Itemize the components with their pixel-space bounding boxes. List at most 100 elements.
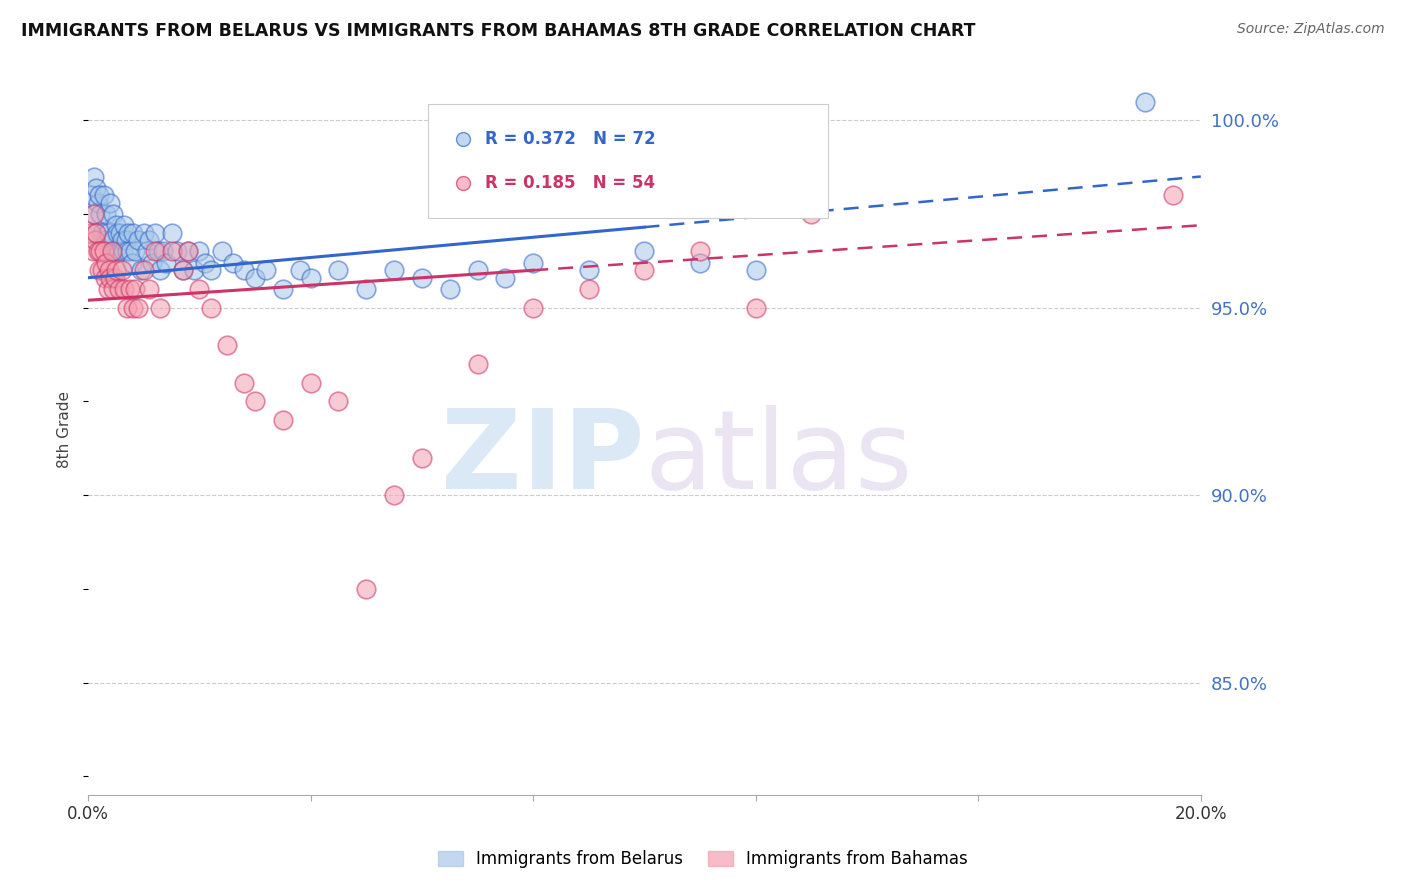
Point (356, 282, 378, 296)
Y-axis label: 8th Grade: 8th Grade (58, 391, 72, 468)
Point (98, 263, 121, 277)
Point (110, 226, 132, 240)
Point (152, 244, 174, 259)
Point (328, 394, 350, 409)
Point (745, 301, 768, 315)
Text: R = 0.372   N = 72: R = 0.372 N = 72 (485, 130, 657, 148)
Text: IMMIGRANTS FROM BELARUS VS IMMIGRANTS FROM BAHAMAS 8TH GRADE CORRELATION CHART: IMMIGRANTS FROM BELARUS VS IMMIGRANTS FR… (21, 22, 976, 40)
Point (172, 263, 194, 277)
Point (124, 282, 146, 296)
Point (115, 301, 138, 315)
Point (98, 244, 121, 259)
Point (183, 263, 205, 277)
Point (494, 270, 516, 285)
FancyBboxPatch shape (427, 104, 828, 218)
Point (107, 282, 129, 296)
Point (217, 338, 239, 352)
Point (356, 582, 378, 596)
Point (132, 226, 155, 240)
Text: ZIP: ZIP (441, 405, 644, 512)
Point (578, 263, 600, 277)
Point (1133, 95, 1156, 109)
Point (100, 270, 122, 285)
Point (117, 226, 139, 240)
Point (166, 244, 188, 259)
Point (104, 244, 127, 259)
Point (112, 219, 135, 233)
Point (411, 270, 433, 285)
Point (100, 195, 122, 210)
Point (146, 244, 169, 259)
Point (118, 244, 141, 259)
Point (200, 263, 222, 277)
Point (100, 233, 122, 247)
Point (94, 207, 117, 221)
Point (104, 270, 127, 285)
Point (97, 226, 120, 240)
Point (121, 226, 143, 240)
Point (382, 488, 405, 502)
Point (115, 244, 138, 259)
Point (467, 263, 489, 277)
Point (107, 244, 129, 259)
Point (143, 244, 166, 259)
Point (689, 256, 711, 270)
Point (328, 263, 350, 277)
Point (103, 282, 125, 296)
Point (299, 376, 322, 390)
Point (129, 263, 152, 277)
Point (800, 207, 823, 221)
Point (80, 188, 103, 202)
Point (83, 169, 105, 184)
Point (232, 263, 254, 277)
Point (94, 270, 117, 285)
Point (86, 181, 108, 195)
Point (382, 263, 405, 277)
Point (143, 226, 166, 240)
Point (243, 394, 266, 409)
Point (83, 226, 105, 240)
Point (155, 256, 177, 270)
Point (141, 256, 163, 270)
Point (254, 263, 277, 277)
Point (94, 256, 117, 270)
Point (86, 226, 108, 240)
Point (80, 226, 103, 240)
Point (745, 263, 768, 277)
Point (271, 282, 294, 296)
Point (124, 244, 146, 259)
Point (200, 301, 222, 315)
Point (160, 244, 183, 259)
Point (1161, 188, 1184, 202)
Point (89, 188, 111, 202)
Point (89, 263, 111, 277)
Point (104, 263, 127, 277)
Point (115, 233, 138, 247)
Text: R = 0.185   N = 54: R = 0.185 N = 54 (485, 174, 655, 192)
Point (149, 263, 172, 277)
Point (439, 282, 461, 296)
Point (188, 282, 211, 296)
Point (127, 301, 149, 315)
Point (149, 301, 172, 315)
Point (211, 244, 233, 259)
Point (522, 301, 544, 315)
Point (89, 244, 111, 259)
Point (578, 282, 600, 296)
Point (105, 226, 128, 240)
Point (87, 244, 110, 259)
Point (132, 263, 155, 277)
Legend: Immigrants from Belarus, Immigrants from Bahamas: Immigrants from Belarus, Immigrants from… (432, 844, 974, 875)
Point (243, 270, 266, 285)
Point (83, 233, 105, 247)
Point (91, 226, 114, 240)
Point (83, 207, 105, 221)
Point (271, 413, 294, 427)
Point (633, 244, 655, 259)
Point (522, 256, 544, 270)
Point (87, 195, 110, 210)
Point (111, 244, 134, 259)
Point (93, 188, 115, 202)
Point (288, 263, 311, 277)
Point (97, 282, 120, 296)
